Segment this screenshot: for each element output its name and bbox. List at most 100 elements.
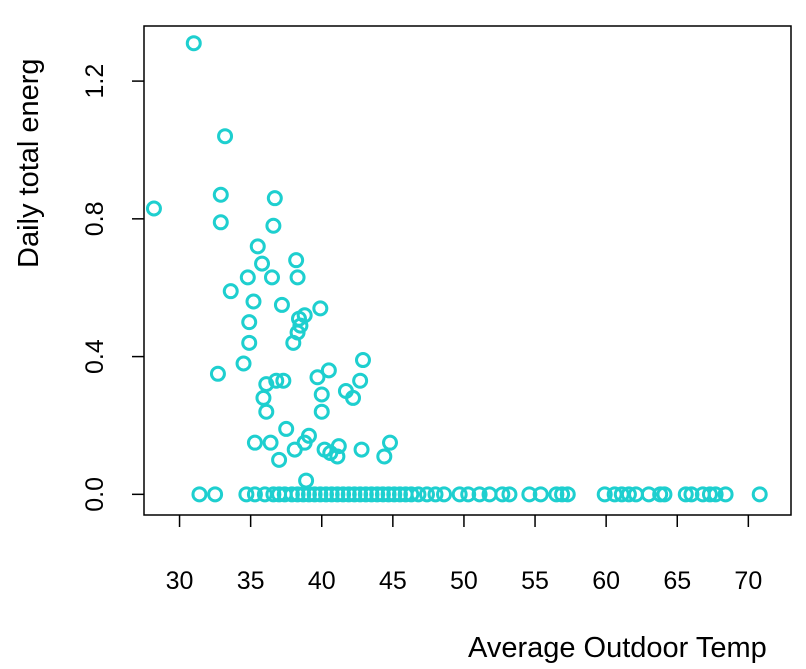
data-point [352,486,369,503]
data-point [532,486,549,503]
data-point [357,486,374,503]
data-point [374,486,391,503]
data-point [354,352,371,369]
x-tick-label: 60 [592,567,620,595]
x-axis: 30 35 40 45 50 55 60 65 70 [166,515,762,595]
data-point [329,448,346,465]
x-tick-label: 45 [379,567,407,595]
x-tick-label: 30 [166,567,194,595]
data-point [265,217,282,234]
data-point [255,389,272,406]
plot-frame [143,25,792,516]
y-axis-title: Daily total energ [13,58,45,268]
data-point [241,334,258,351]
data-point [278,420,295,437]
data-point [212,186,229,203]
data-point [185,35,202,52]
y-tick-label: 0.0 [81,477,109,512]
data-points [145,35,768,503]
data-point [306,486,323,503]
data-point [418,486,435,503]
data-point [258,403,275,420]
data-point [285,334,302,351]
data-point [677,486,694,503]
data-point [312,486,329,503]
data-point [238,486,255,503]
data-point [300,427,317,444]
data-point [246,434,263,451]
data-point [249,238,266,255]
data-point [239,269,256,286]
data-point [403,486,420,503]
data-point [288,252,305,269]
data-point [751,486,768,503]
x-tick-label: 40 [308,567,336,595]
y-tick-label: 0.8 [81,201,109,236]
data-point [683,486,700,503]
data-point [246,486,263,503]
data-point [330,438,347,455]
data-point [460,486,477,503]
data-point [345,389,362,406]
data-point [265,486,282,503]
y-tick-label: 0.4 [81,339,109,374]
data-point [298,472,315,489]
data-point [501,486,518,503]
data-point [340,486,357,503]
data-point [320,362,337,379]
data-point [701,486,718,503]
data-point [436,486,453,503]
data-point [380,486,397,503]
data-point [335,486,352,503]
data-point [145,200,162,217]
data-point [352,372,369,389]
data-point [222,283,239,300]
data-point [207,486,224,503]
data-point [217,128,234,145]
x-tick-label: 65 [663,567,691,595]
data-point [289,269,306,286]
data-point [548,486,565,503]
data-point [382,434,399,451]
data-point [209,365,226,382]
data-point [235,355,252,372]
data-point [254,255,271,272]
data-point [521,486,538,503]
data-point [656,486,673,503]
data-point [391,486,408,503]
y-tick-label: 1.2 [81,64,109,99]
data-point [283,486,300,503]
data-point [275,372,292,389]
data-point [596,486,613,503]
data-point [346,486,363,503]
data-point [300,486,317,503]
data-point [410,486,427,503]
x-tick-label: 50 [450,567,478,595]
data-point [266,190,283,207]
data-point [329,486,346,503]
data-point [312,300,329,317]
data-point [273,296,290,313]
data-point [263,269,280,286]
data-point [309,369,326,386]
data-point [494,486,511,503]
data-point [295,486,312,503]
data-point [271,451,288,468]
data-point [369,486,386,503]
data-point [268,372,285,389]
y-axis: 0.0 0.4 0.8 1.2 [81,64,144,512]
data-point [241,314,258,331]
data-point [245,293,262,310]
data-point [451,486,468,503]
data-point [471,486,488,503]
data-point [313,403,330,420]
data-point [554,486,571,503]
data-point [191,486,208,503]
data-point [286,441,303,458]
x-tick-label: 70 [734,567,762,595]
data-point [363,486,380,503]
data-point [318,486,335,503]
data-point [376,448,393,465]
data-point [427,486,444,503]
